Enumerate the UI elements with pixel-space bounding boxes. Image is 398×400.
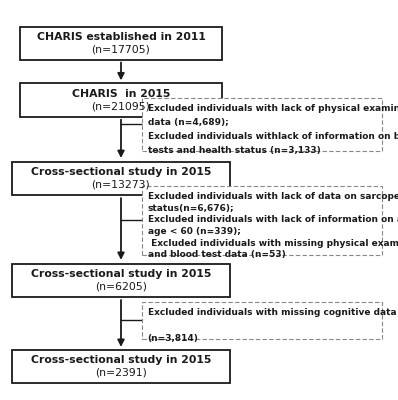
FancyBboxPatch shape: [20, 83, 222, 117]
FancyBboxPatch shape: [142, 98, 382, 151]
FancyBboxPatch shape: [142, 186, 382, 255]
Text: (n=21095): (n=21095): [92, 101, 150, 111]
Text: status(n=6,676);: status(n=6,676);: [148, 204, 234, 213]
Text: (n=6205): (n=6205): [95, 282, 147, 292]
Text: tests and health status (n=3,133): tests and health status (n=3,133): [148, 146, 320, 155]
FancyBboxPatch shape: [12, 350, 230, 383]
Text: (n=3,814): (n=3,814): [148, 334, 198, 344]
Text: (n=2391): (n=2391): [95, 368, 147, 378]
Text: Excluded individuals with lack of physical examination: Excluded individuals with lack of physic…: [148, 104, 398, 113]
Text: Excluded individuals with lack of data on sarcopenia: Excluded individuals with lack of data o…: [148, 192, 398, 201]
Text: Cross-sectional study in 2015: Cross-sectional study in 2015: [31, 269, 211, 279]
Text: CHARIS  in 2015: CHARIS in 2015: [72, 89, 170, 99]
Text: Excluded individuals with lack of information on age or: Excluded individuals with lack of inform…: [148, 215, 398, 224]
FancyBboxPatch shape: [12, 264, 230, 297]
FancyBboxPatch shape: [142, 302, 382, 339]
Text: Cross-sectional study in 2015: Cross-sectional study in 2015: [31, 167, 211, 177]
FancyBboxPatch shape: [20, 26, 222, 60]
Text: (n=17705): (n=17705): [92, 44, 150, 54]
Text: data (n=4,689);: data (n=4,689);: [148, 118, 228, 127]
Text: (n=13273): (n=13273): [92, 180, 150, 190]
Text: age < 60 (n=339);: age < 60 (n=339);: [148, 227, 240, 236]
Text: and blood test data (n=53): and blood test data (n=53): [148, 250, 285, 259]
Text: Excluded individuals withlack of information on blood: Excluded individuals withlack of informa…: [148, 132, 398, 141]
FancyBboxPatch shape: [12, 162, 230, 195]
Text: CHARIS established in 2011: CHARIS established in 2011: [37, 32, 205, 42]
Text: Cross-sectional study in 2015: Cross-sectional study in 2015: [31, 355, 211, 365]
Text: Excluded individuals with missing physical examination: Excluded individuals with missing physic…: [148, 238, 398, 248]
Text: Excluded individuals with missing cognitive data: Excluded individuals with missing cognit…: [148, 308, 396, 317]
